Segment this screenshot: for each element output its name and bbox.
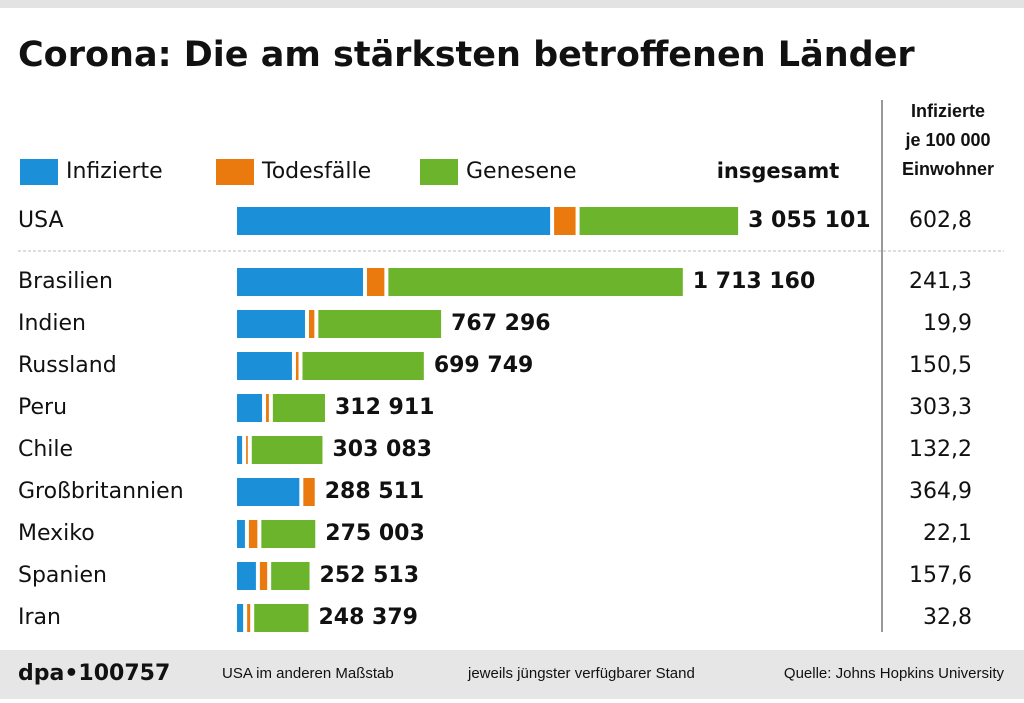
y-tick-label: Peru <box>18 395 67 420</box>
rate-label: 364,9 <box>909 479 972 504</box>
footer-band <box>0 650 1024 699</box>
legend-label: Todesfälle <box>261 159 371 184</box>
footer-note: jeweils jüngster verfügbarer Stand <box>467 665 695 682</box>
legend-label: Infizierte <box>66 159 163 184</box>
y-tick-label: Spanien <box>18 563 107 588</box>
rates-header: je 100 000 <box>904 130 990 150</box>
total-label: 767 296 <box>451 311 551 336</box>
bar-segment <box>318 310 442 338</box>
y-tick-label: Chile <box>18 437 73 462</box>
bar-segment <box>237 604 244 632</box>
bar-segment <box>302 352 424 380</box>
bar-segment <box>237 520 245 548</box>
bar-segment <box>237 478 300 506</box>
bar-segment <box>246 436 248 464</box>
bar-segment <box>237 562 256 590</box>
total-label: 252 513 <box>320 563 420 588</box>
y-tick-label: Russland <box>18 353 117 378</box>
total-label: 312 911 <box>335 395 435 420</box>
top-band <box>0 0 1024 8</box>
rates-header: Einwohner <box>902 159 994 179</box>
bar-segment <box>272 394 325 422</box>
rate-label: 150,5 <box>909 353 972 378</box>
total-label: 248 379 <box>318 605 418 630</box>
rate-label: 241,3 <box>909 269 972 294</box>
total-label: 275 003 <box>325 521 425 546</box>
rate-label: 19,9 <box>923 311 972 336</box>
bar-segment <box>237 436 243 464</box>
bar-segment <box>259 562 268 590</box>
bar-segment <box>254 604 309 632</box>
bar-segment <box>271 562 310 590</box>
chart-title: Corona: Die am stärksten betroffenen Län… <box>18 35 915 75</box>
rate-label: 32,8 <box>923 605 972 630</box>
bar-segment <box>247 604 251 632</box>
footer-source: Quelle: Johns Hopkins University <box>784 665 1005 682</box>
bar-segment <box>237 352 292 380</box>
bar-segment <box>237 394 263 422</box>
y-tick-label: Mexiko <box>18 521 95 546</box>
rate-label: 22,1 <box>923 521 972 546</box>
bar-segment <box>579 207 739 235</box>
y-tick-label: Iran <box>18 605 61 630</box>
footer-note: USA im anderen Maßstab <box>222 665 394 682</box>
bar-segment <box>261 520 316 548</box>
bar-segment <box>251 436 323 464</box>
bar-segment <box>388 268 683 296</box>
bar-segment <box>366 268 385 296</box>
total-label: 699 749 <box>434 353 534 378</box>
y-tick-label: Brasilien <box>18 269 113 294</box>
total-label: 288 511 <box>325 479 425 504</box>
bar-segment <box>237 207 551 235</box>
rates-header: Infizierte <box>911 101 985 121</box>
bar-segment <box>554 207 576 235</box>
bar-segment <box>266 394 269 422</box>
bar-segment <box>248 520 258 548</box>
legend-swatch <box>20 159 58 185</box>
rate-label: 303,3 <box>909 395 972 420</box>
rate-label: 602,8 <box>909 208 972 233</box>
legend-swatch <box>420 159 458 185</box>
y-tick-label: USA <box>18 208 64 233</box>
rate-label: 132,2 <box>909 437 972 462</box>
bar-segment <box>303 478 315 506</box>
total-label: 303 083 <box>332 437 432 462</box>
bar-segment <box>295 352 299 380</box>
legend-label: Genesene <box>466 159 577 184</box>
totals-header: insgesamt <box>717 159 840 183</box>
bar-segment <box>237 310 305 338</box>
total-label: 1 713 160 <box>693 269 815 294</box>
bar-segment <box>237 268 363 296</box>
bar-segment <box>308 310 315 338</box>
y-tick-label: Großbritannien <box>18 479 184 504</box>
y-tick-label: Indien <box>18 311 86 336</box>
legend-swatch <box>216 159 254 185</box>
total-label: 3 055 101 <box>748 208 870 233</box>
rate-label: 157,6 <box>909 563 972 588</box>
footer-id: dpa•100757 <box>18 661 170 686</box>
